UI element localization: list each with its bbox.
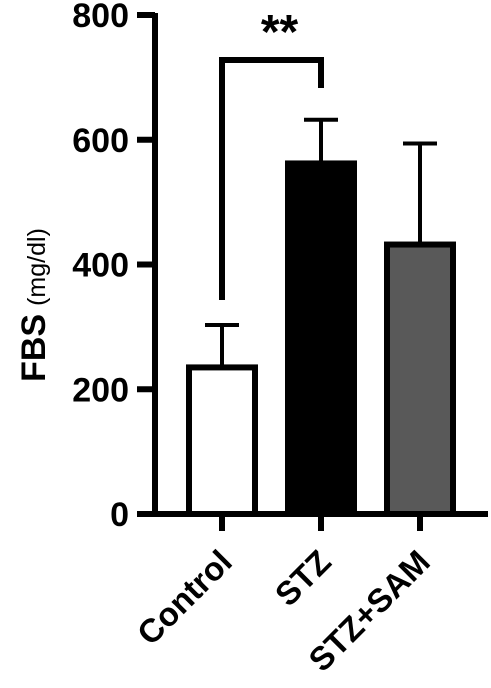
y-axis-unit: (mg/dl) bbox=[23, 228, 51, 306]
y-tick-label: 800 bbox=[72, 0, 129, 35]
y-axis: 0 200 400 600 800 bbox=[72, 0, 158, 534]
x-tick-label: STZ bbox=[268, 543, 338, 613]
y-axis-title: FBS bbox=[15, 314, 53, 382]
significance-label: ** bbox=[261, 6, 299, 59]
y-tick-label: 200 bbox=[72, 371, 129, 409]
bars bbox=[186, 117, 456, 518]
bar-stz bbox=[285, 160, 357, 517]
y-axis-label: FBS (mg/dl) bbox=[15, 228, 53, 382]
bar-stz-sam bbox=[384, 241, 456, 517]
significance-annotation: ** bbox=[219, 6, 324, 301]
y-axis-label-group: FBS (mg/dl) bbox=[15, 228, 53, 382]
y-tick-label: 400 bbox=[72, 247, 129, 285]
x-tick-label: Control bbox=[130, 543, 239, 652]
y-tick-label: 0 bbox=[110, 496, 129, 534]
bar-control bbox=[186, 364, 258, 518]
y-tick-label: 600 bbox=[72, 122, 129, 160]
significance-bracket bbox=[219, 57, 324, 301]
